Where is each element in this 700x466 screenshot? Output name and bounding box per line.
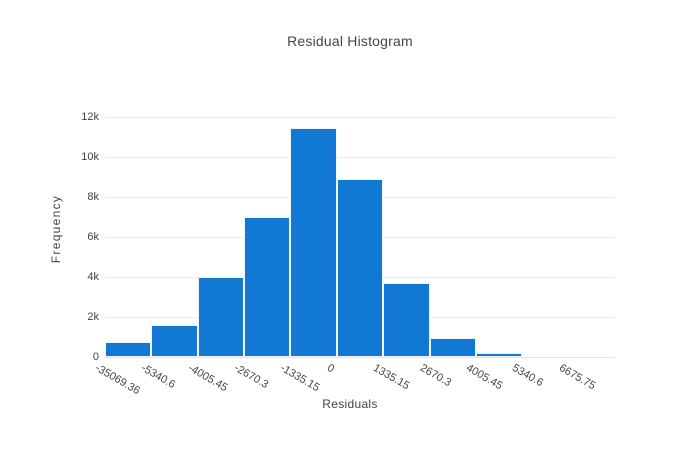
histogram-bar[interactable] — [197, 277, 245, 357]
x-axis-tick-label: 5340.6 — [510, 362, 546, 390]
y-axis-tick-labels: 0 2k 4k 6k 8k 10k 12k — [0, 0, 99, 466]
y-axis-tick-label: 4k — [87, 271, 99, 283]
plot-area — [105, 101, 615, 358]
gridline — [105, 157, 615, 158]
x-axis-tick-label: 4005.45 — [463, 362, 505, 393]
y-axis-tick-label: 2k — [87, 311, 99, 323]
chart-title: Residual Histogram — [287, 33, 413, 49]
x-axis-title: Residuals — [322, 397, 378, 411]
y-axis-tick-label: 8k — [87, 191, 99, 203]
x-axis-tick-label: 1335.15 — [371, 362, 412, 393]
y-axis-tick-label: 12k — [81, 111, 99, 123]
y-axis-tick-label: 6k — [87, 231, 99, 243]
x-axis-tick-label: 2670.3 — [417, 362, 453, 390]
x-axis-tick-label: -35069.36 — [93, 362, 142, 398]
x-axis-tick-label: -2670.3 — [232, 362, 271, 392]
histogram-bar[interactable] — [475, 353, 523, 357]
x-axis-baseline — [105, 357, 615, 358]
gridline — [105, 117, 615, 118]
x-axis-tick-label: -4005.45 — [185, 362, 230, 395]
histogram-bar[interactable] — [429, 338, 476, 357]
histogram-bar[interactable] — [383, 283, 430, 357]
x-axis-tick-label: 6675.75 — [556, 362, 598, 393]
histogram-bar[interactable] — [105, 342, 152, 357]
x-axis-tick-label: 0 — [324, 362, 337, 376]
histogram-bar[interactable] — [336, 179, 384, 357]
y-axis-tick-label: 0 — [92, 351, 99, 363]
y-axis-tick-label: 10k — [81, 151, 99, 163]
x-axis-tick-label: -5340.6 — [139, 362, 178, 392]
histogram-bar[interactable] — [290, 128, 337, 357]
x-axis-tick-label: -1335.15 — [278, 362, 323, 395]
histogram-bar[interactable] — [151, 325, 198, 357]
histogram-bar[interactable] — [244, 217, 291, 357]
